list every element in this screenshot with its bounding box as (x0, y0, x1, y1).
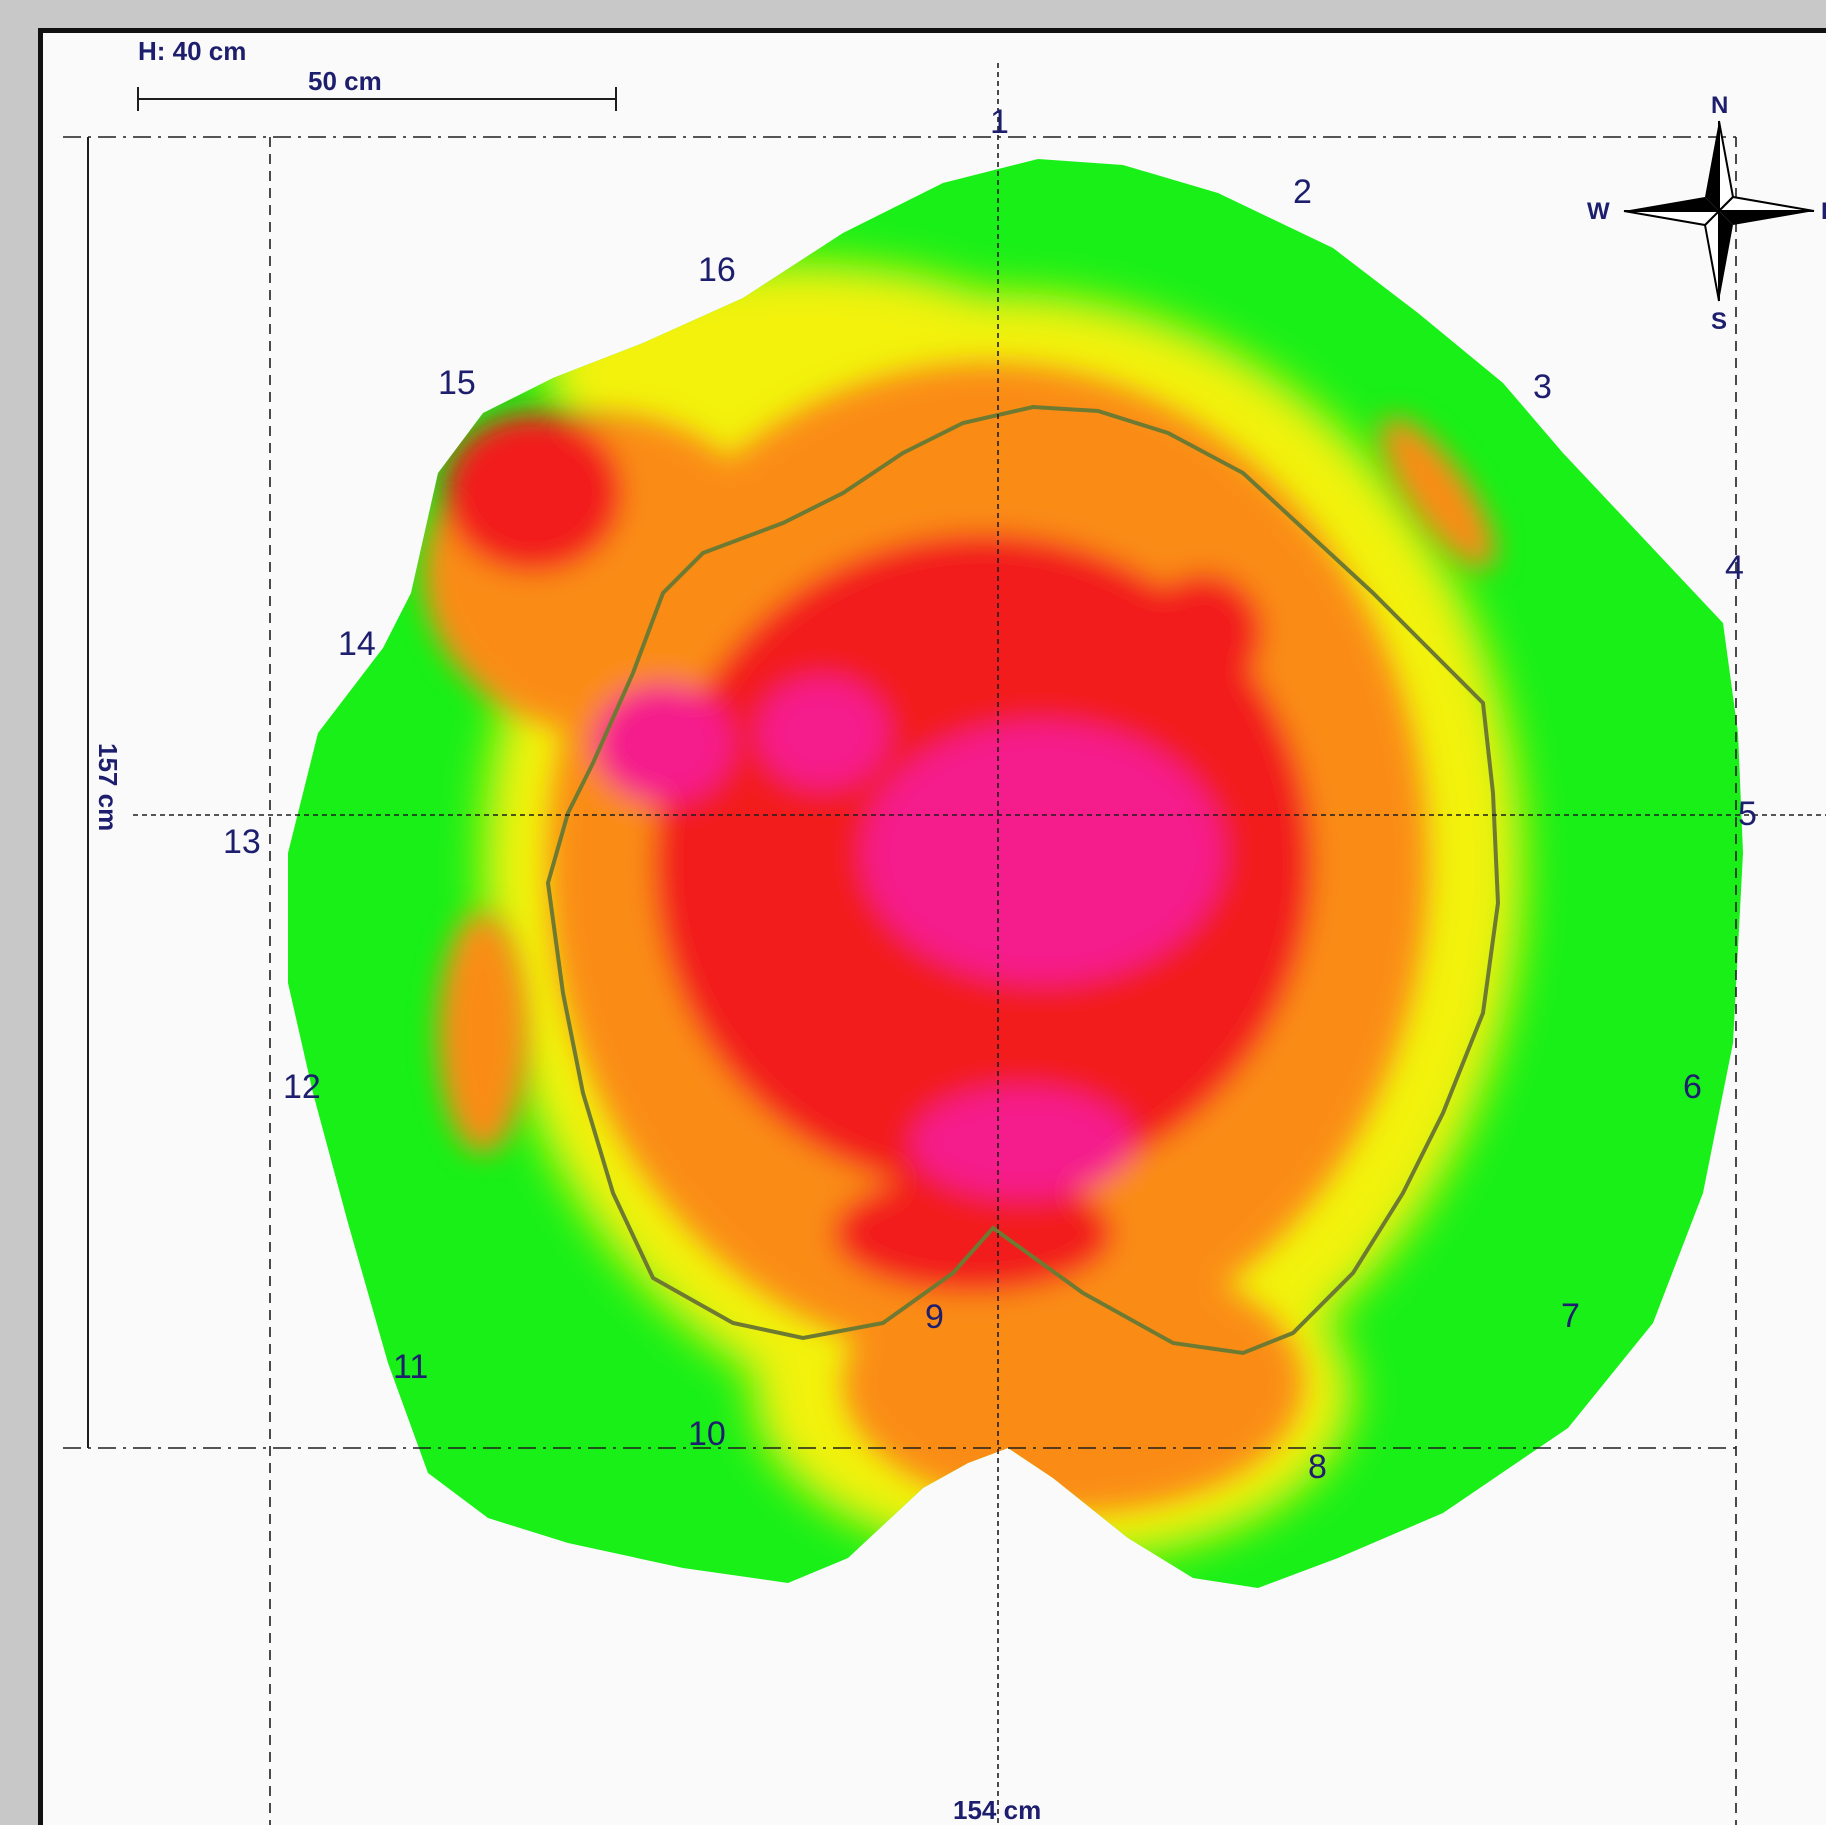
compass-east-label: E (1821, 198, 1826, 225)
heat-blob (288, 159, 1743, 1588)
intensity-map: H: 40 cm 50 cm 154 cm 157 cm N S W E 123… (63, 36, 1826, 1825)
compass-east-arm (1719, 211, 1814, 225)
compass-south-arm (1719, 211, 1733, 301)
station-label-16: 16 (698, 251, 736, 289)
station-label-1: 1 (990, 103, 1009, 141)
station-label-2: 2 (1293, 173, 1312, 211)
station-label-14: 14 (338, 625, 376, 663)
width-label: 154 cm (953, 1795, 1041, 1825)
orange-zone (843, 1253, 1303, 1513)
compass-west-arm (1624, 197, 1719, 211)
station-label-5: 5 (1738, 795, 1757, 833)
station-label-4: 4 (1725, 549, 1744, 587)
peak-zone (913, 1088, 1133, 1198)
station-label-9: 9 (925, 1298, 944, 1336)
station-label-3: 3 (1533, 368, 1552, 406)
guide-lines (63, 63, 1826, 1825)
station-label-6: 6 (1683, 1068, 1702, 1106)
station-label-13: 13 (223, 823, 261, 861)
orange-zone (438, 913, 528, 1153)
scale-bar-label: 50 cm (308, 66, 382, 96)
contour-line (545, 404, 1501, 1356)
compass-north-arm (1705, 121, 1719, 211)
station-label-15: 15 (438, 364, 476, 402)
red-zone (443, 413, 623, 573)
station-label-12: 12 (283, 1068, 321, 1106)
compass-east-arm (1716, 195, 1815, 212)
map-frame: H: 40 cm 50 cm 154 cm 157 cm N S W E 123… (38, 28, 1826, 1825)
red-zone (1143, 573, 1263, 693)
peak-zone (593, 683, 733, 803)
compass-south-arm (1703, 208, 1720, 302)
station-label-11: 11 (393, 1348, 428, 1386)
compass-north-arm (1718, 120, 1735, 214)
station-label-8: 8 (1308, 1448, 1327, 1486)
dimension-lines (87, 87, 617, 1448)
dimension-labels: H: 40 cm 50 cm 154 cm 157 cm (93, 36, 1041, 1825)
compass-west-arm (1623, 210, 1722, 227)
compass-north-label: N (1711, 92, 1728, 119)
orange-zone (1380, 417, 1496, 569)
station-label-7: 7 (1561, 1297, 1580, 1335)
peak-zone (758, 678, 888, 788)
compass-south-label: S (1711, 308, 1727, 335)
station-label-10: 10 (688, 1415, 726, 1453)
height-label: H: 40 cm (138, 36, 246, 66)
length-label: 157 cm (93, 743, 123, 831)
compass-rose: N S W E (1587, 92, 1826, 335)
compass-west-label: W (1587, 198, 1610, 225)
peak-zone (863, 723, 1223, 983)
